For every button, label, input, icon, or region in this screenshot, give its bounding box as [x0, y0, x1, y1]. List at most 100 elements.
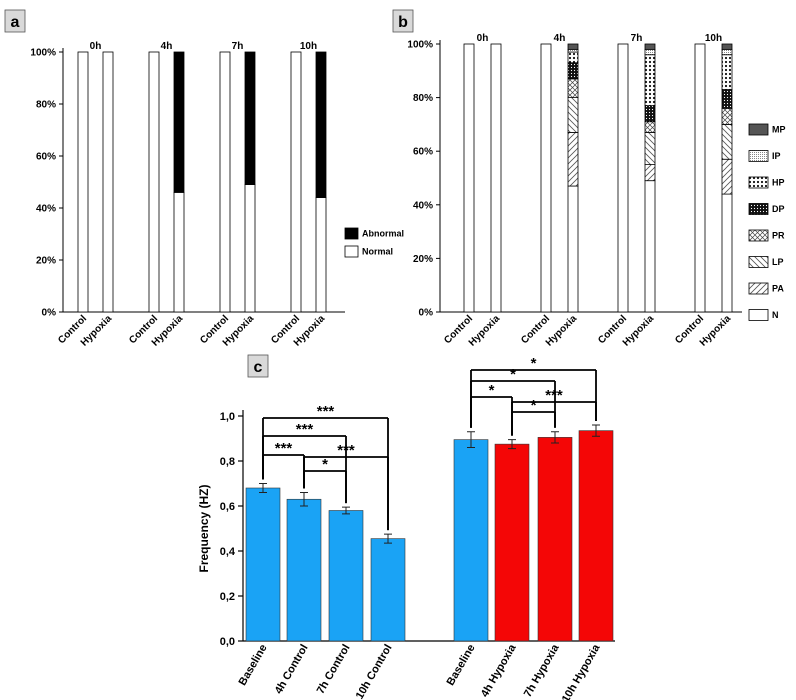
legend-swatch-lp	[748, 256, 769, 268]
error-bar-7h-control-2	[342, 506, 350, 515]
bar-4h-hypoxia-lp	[567, 97, 579, 133]
bar-0h-control-normal	[77, 51, 89, 313]
y-tick-label: 40%	[36, 204, 56, 215]
legend-swatch-pr	[748, 229, 769, 242]
bar-4h-hypoxia-mp	[567, 43, 579, 50]
bar-4h-hypoxia-n	[567, 185, 579, 313]
y-tick-label: 100%	[30, 48, 56, 59]
bar-7h-control-2	[328, 510, 364, 642]
bar-7h-hypoxia-normal	[244, 184, 256, 313]
x-label-4h-control-1: 4h Control	[273, 643, 311, 697]
group-label-7h: 7h	[631, 33, 643, 44]
bar-0h-hypoxia-normal	[102, 51, 114, 313]
legend-label-pr: PR	[772, 231, 785, 241]
bar-10h-hypoxia-dp	[721, 89, 733, 109]
svg-text:a: a	[11, 14, 20, 31]
panel-label-b: b	[392, 9, 414, 33]
group-label-0h: 0h	[477, 33, 489, 44]
significance-bracket-4-6	[470, 380, 556, 428]
bar-0h-hypoxia-n	[490, 43, 502, 313]
significance-bracket-0-1	[262, 454, 305, 489]
significance-bracket-5-6	[511, 411, 556, 436]
bar-10h-hypoxia-normal	[315, 197, 327, 313]
panel-label-a: a	[4, 9, 26, 33]
significance-label-5-6: *	[531, 397, 537, 414]
y-tick-label: 0%	[42, 308, 57, 319]
bar-4h-control-1	[286, 498, 322, 642]
bar-4h-hypoxia-hp	[567, 51, 579, 64]
legend-label-pa: PA	[772, 284, 784, 294]
y-tick-label: 0,2	[220, 591, 235, 603]
significance-bracket-5-7	[511, 401, 597, 436]
legend-swatch-ip	[748, 150, 769, 162]
legend-swatch-abnormal	[344, 227, 359, 240]
bar-10h-hypoxia-n	[721, 193, 733, 313]
bar-7h-hypoxia-ip	[644, 48, 656, 56]
significance-bracket-1-3	[303, 456, 389, 531]
x-label-10h-control-3: 10h Control	[354, 643, 395, 700]
bar-10h-hypoxia-7	[578, 430, 614, 642]
bar-7h-hypoxia-abnormal	[244, 51, 256, 186]
error-bar-10h-hypoxia-7	[592, 424, 600, 437]
y-tick-label: 20%	[413, 254, 433, 265]
error-bar-4h-control-1	[300, 492, 308, 507]
svg-text:c: c	[254, 359, 263, 376]
group-label-0h: 0h	[90, 41, 102, 52]
bar-7h-hypoxia-hp	[644, 54, 656, 107]
bar-0h-control-n	[463, 43, 475, 313]
bar-7h-hypoxia-6	[537, 437, 573, 642]
bar-7h-hypoxia-lp	[644, 132, 656, 166]
y-tick-label: 20%	[36, 256, 56, 267]
x-label-baseline-4: Baseline	[445, 643, 478, 688]
significance-label-1-2: *	[322, 456, 328, 473]
x-label-4h-hypoxia-5: 4h Hypoxia	[479, 642, 519, 700]
error-bar-4h-hypoxia-5	[508, 439, 516, 450]
bar-4h-control-normal	[148, 51, 160, 313]
legend-swatch-pa	[748, 282, 769, 295]
legend-swatch-n	[748, 309, 769, 321]
bar-10h-hypoxia-mp	[721, 43, 733, 50]
bar-10h-control-normal	[290, 51, 302, 313]
bar-7h-hypoxia-pa	[644, 164, 656, 182]
y-tick-label: 0,6	[220, 501, 235, 513]
bar-10h-hypoxia-ip	[721, 48, 733, 56]
x-label-10h-hypoxia-7: 10h Hypoxia	[560, 642, 603, 700]
bar-baseline-0	[245, 487, 281, 642]
bar-10h-hypoxia-pr	[721, 107, 733, 125]
significance-label-0-2: ***	[296, 421, 314, 438]
group-label-7h: 7h	[232, 41, 244, 52]
legend-swatch-dp	[748, 203, 769, 215]
bar-4h-hypoxia-pr	[567, 78, 579, 98]
legend-label-ip: IP	[772, 151, 781, 161]
bar-4h-hypoxia-5	[494, 443, 530, 642]
bar-10h-control-n	[694, 43, 706, 313]
bar-10h-control-3	[370, 538, 406, 642]
significance-bracket-1-2	[303, 470, 347, 504]
legend-label-n: N	[772, 310, 779, 320]
bar-4h-hypoxia-dp	[567, 62, 579, 80]
y-tick-label: 0,4	[220, 546, 236, 558]
error-bar-10h-control-3	[384, 533, 392, 544]
y-tick-label: 60%	[413, 147, 433, 158]
y-tick-label: 0,0	[220, 636, 235, 648]
significance-label-1-3: ***	[337, 442, 355, 459]
legend-swatch-mp	[748, 123, 769, 136]
significance-label-0-1: ***	[275, 440, 293, 457]
bar-7h-hypoxia-n	[644, 180, 656, 313]
significance-bracket-0-3	[262, 417, 389, 531]
significance-bracket-4-5	[470, 396, 513, 436]
group-label-10h: 10h	[300, 41, 317, 52]
group-label-4h: 4h	[554, 33, 566, 44]
bar-7h-control-normal	[219, 51, 231, 313]
panel-label-c: c	[247, 354, 269, 378]
significance-label-4-6: *	[510, 366, 516, 383]
y-tick-label: 0,8	[220, 456, 235, 468]
error-bar-7h-hypoxia-6	[551, 431, 559, 444]
bar-7h-control-n	[617, 43, 629, 313]
bar-7h-hypoxia-pr	[644, 121, 656, 133]
chart-c: 0,0 0,2 0,4 0,6 0,8 1,0 Frequency (HZ) Baseline…	[197, 355, 615, 700]
x-label-7h-hypoxia-6: 7h Hypoxia	[522, 642, 562, 700]
group-label-4h: 4h	[161, 41, 173, 52]
y-tick-label: 1,0	[220, 411, 235, 423]
